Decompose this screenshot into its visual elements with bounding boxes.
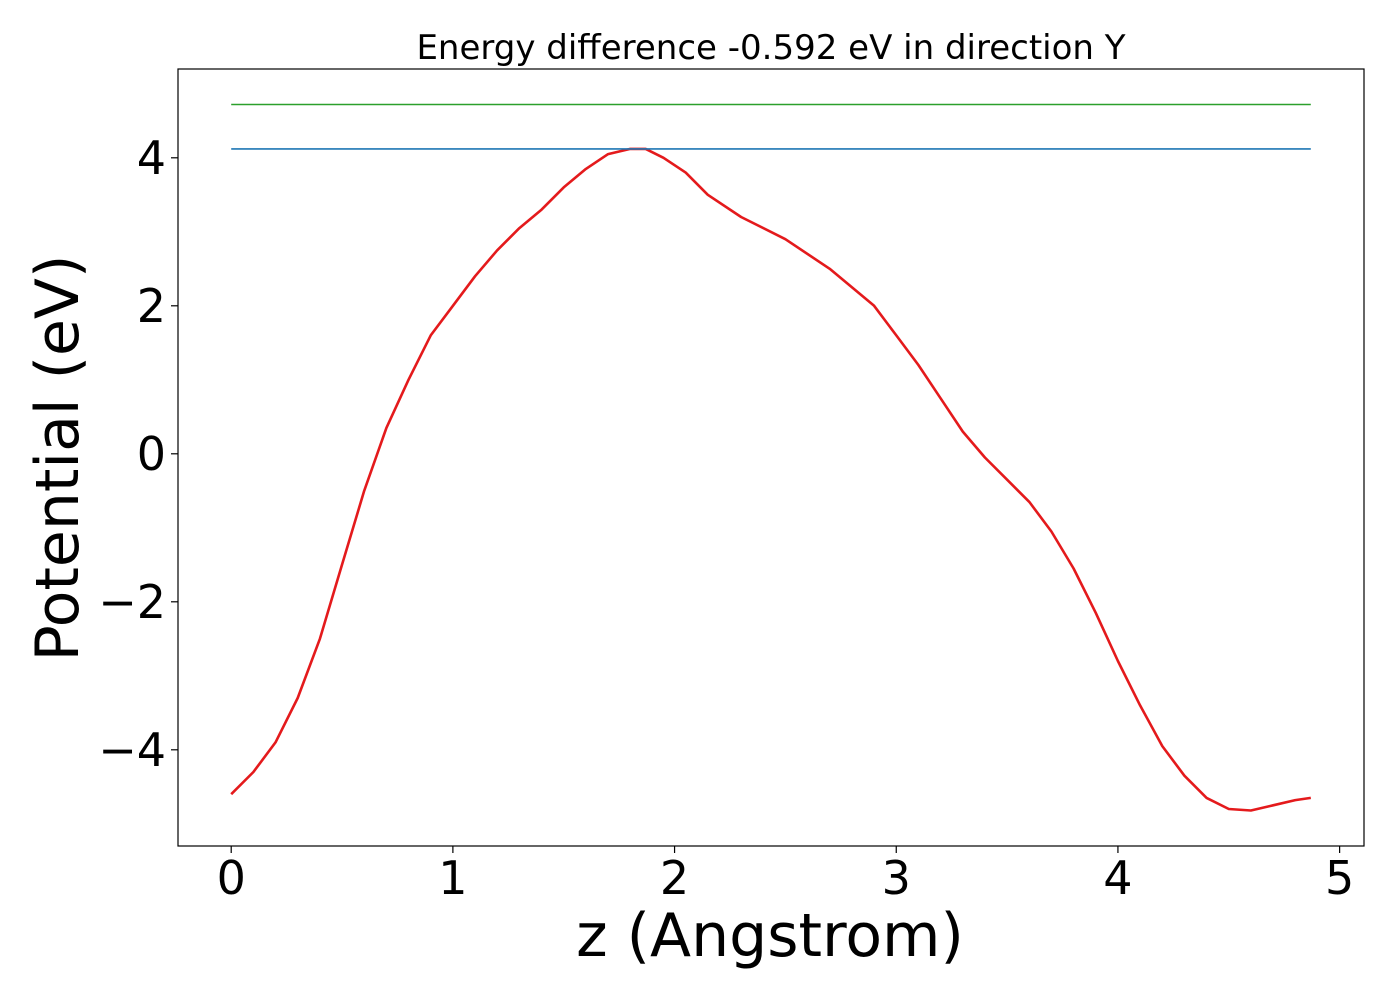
x-tick-label: 0	[217, 851, 246, 905]
y-tick-label: −2	[98, 575, 166, 629]
x-tick-label: 4	[1103, 851, 1132, 905]
y-tick-label: −4	[98, 723, 166, 777]
x-tick-label: 5	[1325, 851, 1354, 905]
y-axis-label: Potential (eV)	[23, 255, 93, 662]
x-axis-label: z (Angstrom)	[576, 901, 964, 971]
potential-curve	[230, 147, 1311, 812]
y-tick-label: 0	[137, 427, 166, 481]
x-tick-label: 3	[882, 851, 911, 905]
x-tick-label: 2	[660, 851, 689, 905]
tick-layer: 0 1 2 3 4 5 −4 −2 0 2 4	[98, 131, 1354, 905]
y-tick-label: 2	[137, 279, 166, 333]
plot-frame	[177, 68, 1365, 847]
y-tick-label: 4	[137, 131, 166, 185]
series-layer	[230, 103, 1311, 812]
x-tick-label: 1	[438, 851, 467, 905]
chart-title: Energy difference -0.592 eV in direction…	[416, 28, 1125, 68]
